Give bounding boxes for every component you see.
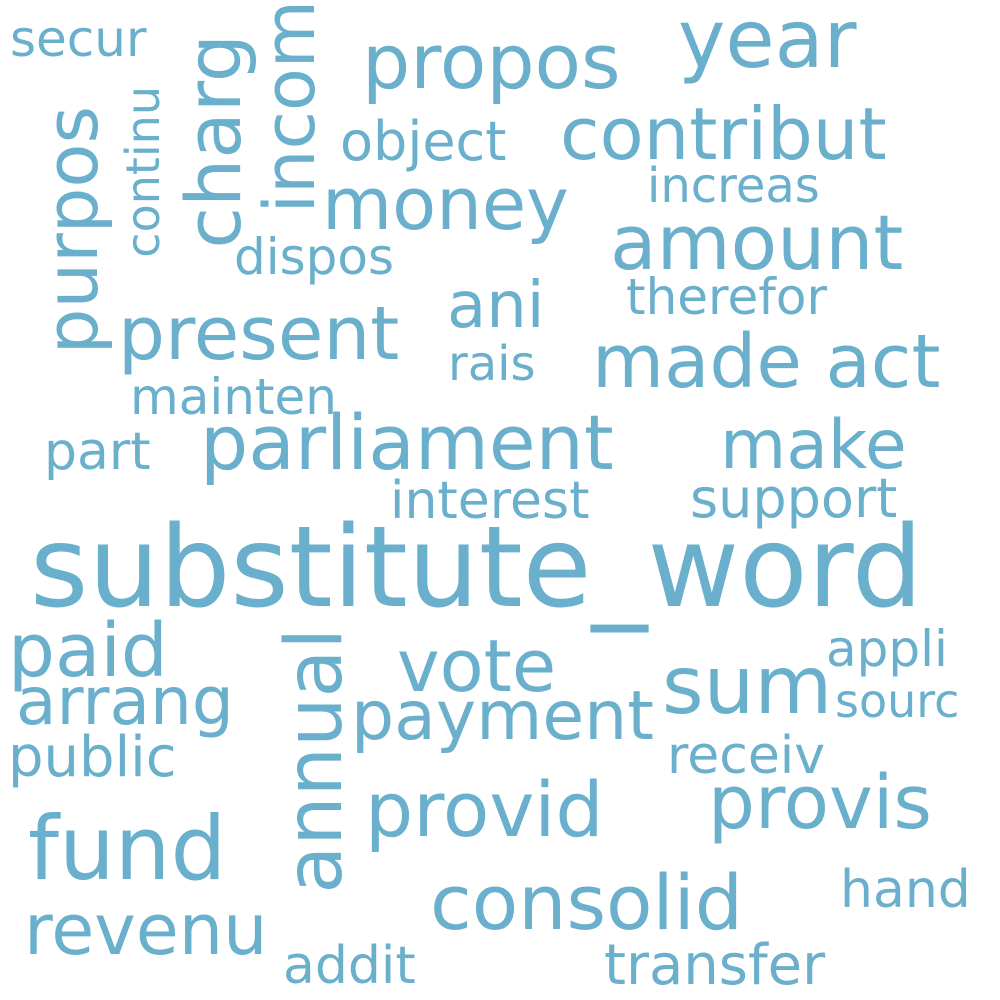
word-rais: rais xyxy=(448,336,536,392)
word-appli: appli xyxy=(826,620,948,678)
word-arrang: arrang xyxy=(16,663,234,740)
word-revenu: revenu xyxy=(24,889,268,971)
word-payment: payment xyxy=(351,677,654,756)
word-sourc: sourc xyxy=(835,674,960,728)
word-addit: addit xyxy=(283,936,416,996)
word-mainten: mainten xyxy=(130,368,337,426)
word-paid: paid xyxy=(8,608,168,694)
word-vote: vote xyxy=(397,624,557,708)
word-provis: provis xyxy=(708,760,932,846)
word-transfer: transfer xyxy=(604,933,826,998)
word-hand: hand xyxy=(840,860,971,920)
word-therefor: therefor xyxy=(626,268,828,326)
word-incom: incom xyxy=(249,0,331,214)
word-present: present xyxy=(118,291,400,377)
word-dispos: dispos xyxy=(234,228,395,286)
word-receiv: receiv xyxy=(667,726,826,786)
word-amount: amount xyxy=(610,198,904,287)
word-consolid: consolid xyxy=(430,858,744,947)
word-propos: propos xyxy=(362,17,621,106)
word-secur: secur xyxy=(10,10,147,68)
word-sum: sum xyxy=(662,639,833,732)
word-part: part xyxy=(44,422,151,482)
word-made-act: made act xyxy=(592,319,941,405)
word-provid: provid xyxy=(365,765,604,854)
word-charg: charg xyxy=(169,34,258,249)
word-make: make xyxy=(720,406,907,485)
word-object: object xyxy=(340,110,507,173)
word-year: year xyxy=(678,0,857,86)
word-purpos: purpos xyxy=(30,106,114,355)
word-interest: interest xyxy=(390,471,590,531)
word-contribut: contribut xyxy=(560,92,887,176)
word-annual: annual xyxy=(270,628,360,894)
word-parliament: parliament xyxy=(200,398,614,487)
word-public: public xyxy=(8,725,177,790)
word-ani: ani xyxy=(447,269,545,343)
word-fund: fund xyxy=(28,797,227,900)
word-substitute-word: substitute_word xyxy=(30,503,923,633)
word-money: money xyxy=(322,162,569,246)
word-continu: continu xyxy=(116,86,170,258)
word-support: support xyxy=(690,467,898,530)
word-increas: increas xyxy=(647,158,820,214)
